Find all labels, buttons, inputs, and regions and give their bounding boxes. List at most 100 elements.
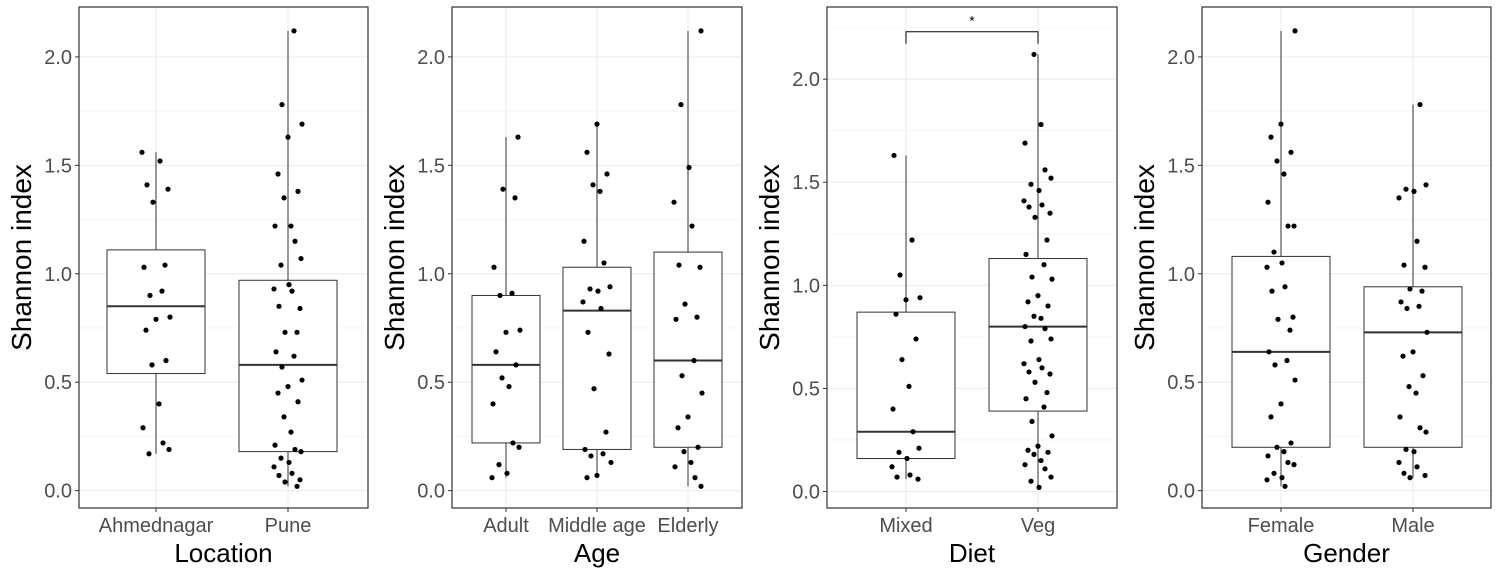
data-point [1422,264,1428,270]
data-point [1035,443,1041,449]
data-point [600,451,606,457]
data-point [672,464,678,470]
data-point [1026,204,1032,210]
data-point [1265,453,1271,459]
data-point [278,262,284,268]
data-point [1036,187,1042,194]
data-point [1032,379,1038,385]
data-point [1036,484,1042,490]
data-point [1264,477,1270,483]
data-point [910,429,916,435]
data-point [517,327,523,333]
data-point [1042,167,1048,173]
data-point [1417,425,1423,431]
data-point [897,272,903,278]
data-point [1028,478,1034,484]
data-point [698,483,704,489]
data-point [1400,353,1406,359]
data-point [1275,316,1281,322]
data-point [275,390,281,396]
data-point [298,255,304,262]
data-point [1264,264,1270,270]
data-point [681,449,687,455]
data-point [1414,464,1420,470]
data-point [1281,449,1287,455]
y-tick-label: 1.5 [44,155,72,177]
data-point [489,475,495,481]
data-point [1268,134,1274,140]
data-point [167,314,173,320]
data-point [288,223,294,229]
data-point [1287,327,1293,333]
data-point [603,429,609,435]
y-axis-title: Shannon index [6,164,37,351]
y-tick-label: 2.0 [1167,47,1195,69]
y-tick-label: 1.0 [417,264,445,286]
data-point [587,286,593,292]
x-axis-title: Age [574,538,620,568]
data-point [276,303,282,309]
data-point [144,182,150,188]
data-point [272,442,278,448]
data-point [281,414,287,420]
data-point [279,364,285,370]
y-tick-label: 0.5 [792,378,820,400]
data-point [153,316,159,322]
data-point [1281,171,1287,177]
y-tick-label: 2.0 [417,47,445,69]
data-point [597,188,603,194]
data-point [273,349,279,355]
data-point [1045,449,1051,455]
data-point [1021,361,1027,367]
data-point [490,401,496,407]
data-point [275,171,281,177]
data-point [695,444,701,450]
data-point [295,188,301,194]
data-point [606,351,612,357]
data-point [1032,214,1038,220]
y-tick-label: 0.5 [44,372,72,394]
data-point [141,264,147,270]
data-point [1278,121,1284,127]
data-point [1266,349,1272,355]
y-tick-label: 1.0 [1167,264,1195,286]
data-point [1048,336,1054,342]
box-iqr [988,258,1088,412]
data-point [1406,383,1412,390]
box-iqr [856,311,956,460]
data-point [1045,303,1051,309]
data-point [594,121,600,127]
data-point [504,470,510,476]
data-point [1401,262,1407,268]
data-point [916,445,922,451]
data-point [512,195,518,201]
data-point [1274,158,1280,164]
data-point [1022,323,1028,330]
data-point [585,329,591,335]
data-point [506,383,512,390]
data-point [281,195,287,201]
data-point [678,101,684,108]
data-point [904,455,910,462]
data-point [697,264,703,270]
data-point [903,297,909,303]
data-point [598,305,604,312]
data-point [295,399,301,405]
data-point [1048,474,1054,480]
data-point [675,425,681,431]
data-point [299,121,305,127]
data-point [515,134,521,140]
box-iqr [562,266,632,450]
x-tick-label: Veg [1021,515,1055,537]
y-tick-label: 0.0 [1167,481,1195,503]
data-point [890,406,896,412]
data-point [590,182,596,188]
y-tick-label: 2.0 [792,69,820,91]
data-point [1279,260,1285,266]
data-point [139,149,145,155]
data-point [1288,149,1294,155]
data-point [149,362,155,368]
data-point [1403,186,1409,192]
